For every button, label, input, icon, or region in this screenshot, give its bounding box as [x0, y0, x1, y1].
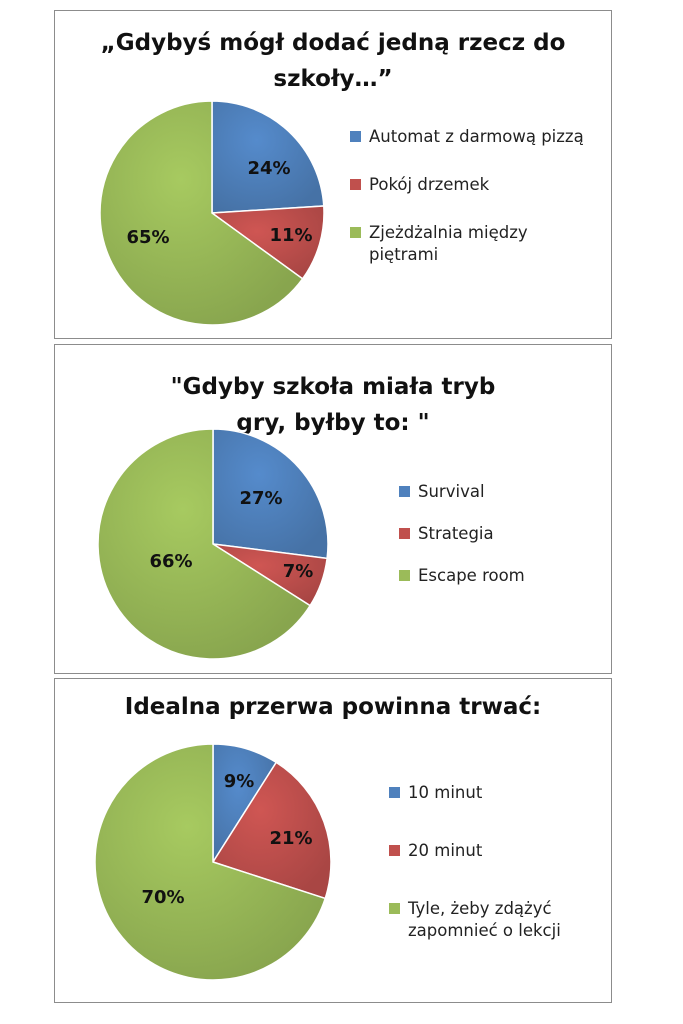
- pie-chart-panel-game-mode: "Gdyby szkoła miała tryb gry, byłby to: …: [54, 344, 612, 674]
- legend-item: 20 minut: [389, 840, 590, 862]
- legend-label: Strategia: [418, 524, 494, 543]
- legend-swatch: [389, 787, 400, 798]
- slice-value-label: 65%: [126, 227, 169, 248]
- legend-item: 10 minut: [389, 782, 590, 804]
- pie-slice: [97, 428, 312, 660]
- slice-value-label: 21%: [269, 828, 312, 849]
- legend-label: 10 minut: [408, 783, 483, 802]
- legend-swatch: [399, 570, 410, 581]
- pie-chart-svg: 24% 11% 65%: [99, 100, 325, 326]
- legend-label: Tyle, żeby zdążyć zapomnieć o lekcji: [408, 899, 561, 940]
- pie-chart-panel-ideal-break: Idealna przerwa powinna trwać: 9% 21% 70% …: [54, 678, 612, 1003]
- chart-title: „Gdybyś mógł dodać jedną rzecz do szkoły…: [100, 30, 566, 92]
- slice-value-label: 27%: [239, 488, 282, 509]
- legend-swatch: [399, 486, 410, 497]
- legend-item: Zjeżdżalnia między piętrami: [350, 222, 590, 266]
- legend-label: Automat z darmową pizzą: [369, 127, 584, 146]
- slice-value-label: 9%: [224, 771, 255, 792]
- pie-chart-svg: 27% 7% 66%: [97, 428, 329, 660]
- pie-slice: [212, 428, 329, 560]
- slice-value-label: 66%: [149, 551, 192, 572]
- legend-swatch: [350, 179, 361, 190]
- pie-slice: [211, 761, 332, 900]
- legend-swatch: [350, 227, 361, 238]
- chart-title: Idealna przerwa powinna trwać:: [124, 694, 542, 720]
- legend-label: Pokój drzemek: [369, 175, 490, 194]
- pie-slice: [209, 205, 325, 280]
- pie-chart-panel-school-addition: „Gdybyś mógł dodać jedną rzecz do szkoły…: [54, 10, 612, 339]
- pie-chart-svg: 9% 21% 70%: [94, 743, 332, 981]
- legend-swatch: [399, 528, 410, 539]
- pie-slice: [94, 743, 327, 981]
- legend-item: Tyle, żeby zdążyć zapomnieć o lekcji: [389, 898, 590, 942]
- chart-title: "Gdyby szkoła miała tryb gry, byłby to: …: [170, 374, 496, 436]
- pie-slice: [211, 100, 325, 214]
- legend-swatch: [350, 131, 361, 142]
- legend-swatch: [389, 903, 400, 914]
- slice-value-label: 24%: [247, 158, 290, 179]
- legend-item: Pokój drzemek: [350, 174, 590, 196]
- slice-value-label: 70%: [141, 887, 184, 908]
- legend-item: Strategia: [399, 523, 590, 545]
- legend-label: Zjeżdżalnia między piętrami: [369, 223, 528, 264]
- legend-item: Survival: [399, 481, 590, 503]
- legend-item: Escape room: [399, 565, 590, 587]
- pie-slice: [99, 100, 304, 326]
- legend-label: Escape room: [418, 566, 525, 585]
- slice-value-label: 7%: [283, 561, 314, 582]
- legend-label: Survival: [418, 482, 485, 501]
- slice-value-label: 11%: [269, 225, 312, 246]
- legend-swatch: [389, 845, 400, 856]
- legend-item: Automat z darmową pizzą: [350, 126, 590, 148]
- legend-label: 20 minut: [408, 841, 483, 860]
